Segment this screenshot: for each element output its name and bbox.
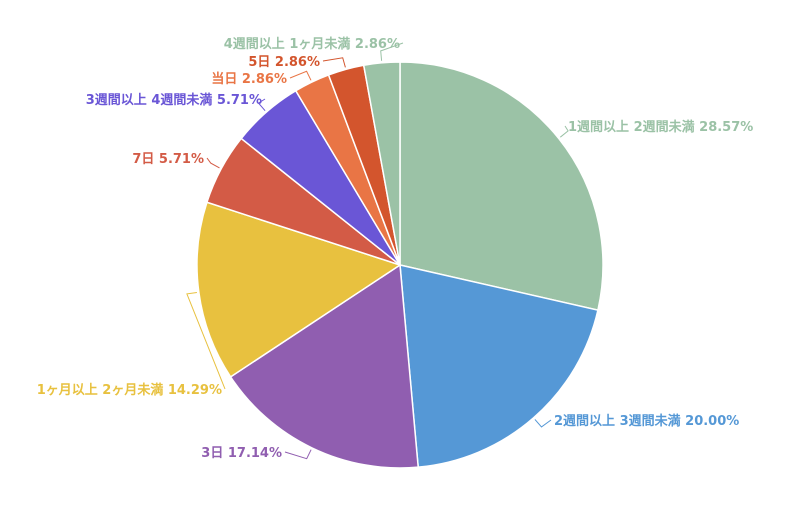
pie-slice-0 <box>399 61 604 312</box>
leader-line-8 <box>380 42 404 61</box>
leader-line-2 <box>284 449 312 460</box>
leader-line-6 <box>289 70 312 81</box>
pie-slice-3 <box>196 201 402 378</box>
slice-label-0: 1週間以上 2週間未満 28.57% <box>568 119 753 135</box>
pie-slice-8 <box>362 61 401 266</box>
labels-layer: 1週間以上 2週間未満 28.57% 2週間以上 3週間未満 20.00% 3日 1… <box>37 36 754 461</box>
slice-label-6: 当日 2.86% <box>211 71 287 87</box>
leaders-layer <box>186 42 569 460</box>
slice-label-5: 3週間以上 4週間未満 5.71% <box>86 92 262 108</box>
slice-label-4: 7日 5.71% <box>132 152 204 167</box>
leader-line-0 <box>559 125 569 138</box>
leader-line-5 <box>257 98 266 112</box>
slice-label-2: 3日 17.14% <box>201 446 282 461</box>
leader-line-7 <box>322 57 346 68</box>
leader-line-3 <box>186 292 226 390</box>
slice-label-1: 2週間以上 3週間未満 20.00% <box>554 413 739 429</box>
slice-label-8: 4週間以上 1ヶ月未満 2.86% <box>224 36 400 52</box>
slice-label-7: 5日 2.86% <box>248 55 320 70</box>
leader-line-4 <box>206 157 220 169</box>
slices-layer <box>196 61 604 469</box>
leader-line-1 <box>534 419 552 428</box>
slice-label-3: 1ヶ月以上 2ヶ月未満 14.29% <box>37 382 222 398</box>
pie-slice-2 <box>229 263 420 469</box>
pie-slice-1 <box>399 264 599 468</box>
